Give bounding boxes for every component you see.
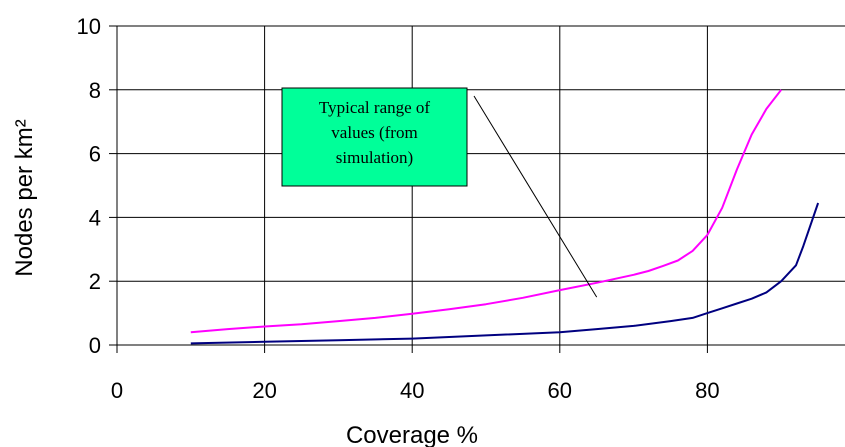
x-tick-label: 20: [252, 378, 276, 403]
annotation-box: [281, 87, 468, 187]
annotation: Typical range of values (from simulation): [281, 87, 598, 298]
y-tick-label: 10: [77, 14, 101, 39]
annotation-text-line: Typical range of: [319, 98, 430, 117]
series-line-2: [190, 202, 820, 345]
annotation-callout-line: [473, 95, 598, 298]
axes: [109, 25, 845, 353]
y-tick-label: 4: [89, 205, 101, 230]
x-tick-label: 0: [111, 378, 123, 403]
y-tick-label: 0: [89, 333, 101, 358]
x-axis-title: Coverage %: [346, 422, 478, 447]
y-tick-label: 8: [89, 78, 101, 103]
annotation-text-line: simulation): [336, 148, 413, 167]
x-tick-label: 60: [548, 378, 572, 403]
grid-lines: [117, 25, 845, 345]
series-lines: [190, 89, 820, 345]
y-tick-label: 6: [89, 142, 101, 167]
y-tick-label: 2: [89, 269, 101, 294]
annotation-text-line: values (from: [331, 123, 417, 142]
series-line-1: [190, 89, 782, 334]
tick-labels: 0 2 4 6 8 10 0 20 40 60 80: [77, 14, 720, 403]
y-axis-title: Nodes per km²: [11, 119, 38, 276]
x-tick-label: 80: [695, 378, 719, 403]
x-tick-label: 40: [400, 378, 424, 403]
